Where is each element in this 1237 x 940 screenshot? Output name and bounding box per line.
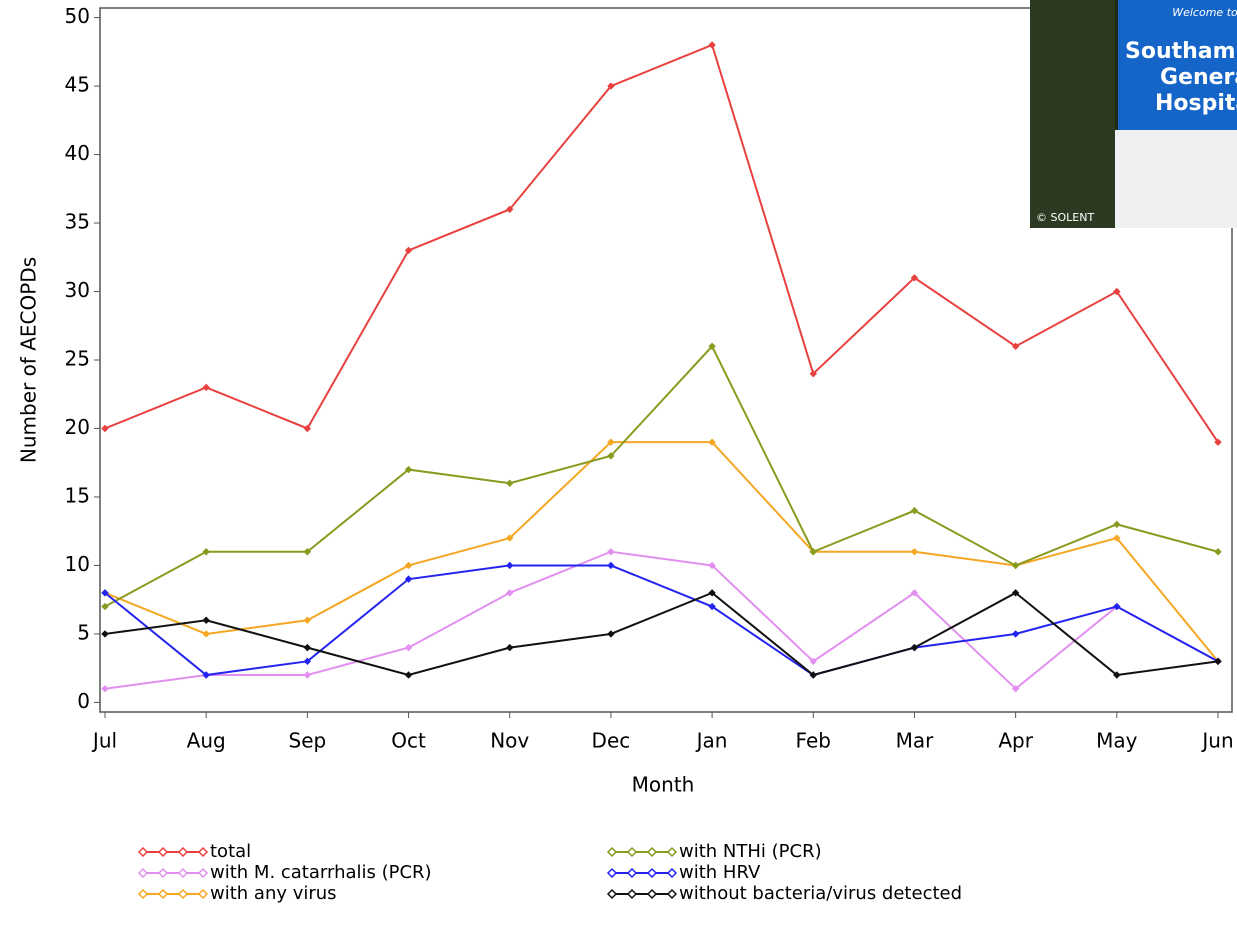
x-tick-label: Aug: [187, 729, 226, 753]
point-marker: [102, 686, 108, 692]
point-marker: [203, 631, 209, 637]
x-tick-label: Jun: [1200, 729, 1233, 753]
legend-marker: [179, 848, 187, 856]
y-tick-label: 40: [65, 141, 90, 165]
x-tick-label: Dec: [592, 729, 631, 753]
legend-marker: [199, 848, 207, 856]
point-marker: [507, 645, 513, 651]
x-tick-label: Oct: [391, 729, 426, 753]
legend-marker: [179, 869, 187, 877]
x-tick-label: Feb: [796, 729, 831, 753]
legend-marker: [159, 890, 167, 898]
point-marker: [203, 384, 209, 390]
x-tick-label: Sep: [289, 729, 327, 753]
point-marker: [102, 425, 108, 431]
y-tick-label: 50: [65, 4, 90, 28]
legend-marker: [648, 869, 656, 877]
y-tick-label: 10: [65, 552, 90, 576]
point-marker: [304, 645, 310, 651]
photo-post: [1115, 130, 1237, 228]
x-tick-label: May: [1096, 729, 1138, 753]
point-marker: [608, 562, 614, 568]
x-tick-label: Jan: [695, 729, 728, 753]
legend-marker: [668, 848, 676, 856]
point-marker: [1013, 631, 1019, 637]
sign-text: Southamp: [1125, 39, 1237, 64]
point-marker: [911, 549, 917, 555]
legend-marker: [179, 890, 187, 898]
photo-foliage: [1030, 0, 1115, 228]
y-tick-label: 45: [65, 73, 90, 97]
legend-label: without bacteria/virus detected: [679, 883, 962, 904]
inset-photo: Welcome to Southamp Genera Hospita © SOL…: [1030, 0, 1237, 228]
point-marker: [203, 617, 209, 623]
point-marker: [709, 42, 715, 48]
legend-marker: [668, 869, 676, 877]
x-tick-label: Nov: [490, 729, 529, 753]
legend-label: with NTHi (PCR): [679, 841, 822, 862]
sign-text: Genera: [1160, 65, 1237, 90]
x-tick-label: Apr: [998, 729, 1033, 753]
legend-marker: [628, 890, 636, 898]
legend-marker: [608, 869, 616, 877]
series-line: [105, 552, 1218, 689]
y-tick-label: 30: [65, 278, 90, 302]
legend-marker: [608, 848, 616, 856]
legend-marker: [648, 890, 656, 898]
y-tick-label: 0: [77, 689, 90, 713]
legend-label: with M. catarrhalis (PCR): [210, 862, 432, 883]
point-marker: [608, 549, 614, 555]
point-marker: [1114, 521, 1120, 527]
legend-marker: [139, 848, 147, 856]
y-axis-title: Number of AECOPDs: [17, 257, 41, 463]
point-marker: [507, 480, 513, 486]
sign-text: Welcome to: [1172, 6, 1237, 19]
legend-label: with any virus: [210, 883, 337, 904]
y-tick-label: 25: [65, 347, 90, 371]
photo-credit: © SOLENT: [1036, 211, 1094, 224]
chart: Number of AECOPDs Month 0 5 10 15 20 25 30 35 40…: [0, 0, 1237, 940]
series-line: [105, 346, 1218, 606]
point-marker: [1215, 549, 1221, 555]
y-tick-label: 35: [65, 210, 90, 234]
y-tick-label: 5: [77, 620, 90, 644]
point-marker: [102, 631, 108, 637]
x-tick-label: Jul: [91, 729, 117, 753]
legend-marker: [628, 869, 636, 877]
y-tick-label: 20: [65, 415, 90, 439]
series-line: [105, 565, 1218, 675]
x-axis-title: Month: [632, 773, 695, 797]
legend-marker: [159, 848, 167, 856]
legend-marker: [668, 890, 676, 898]
point-marker: [304, 672, 310, 678]
legend-label: total: [210, 841, 251, 862]
legend-marker: [648, 848, 656, 856]
point-marker: [608, 631, 614, 637]
sign-text: Hospita: [1155, 91, 1237, 116]
legend-marker: [608, 890, 616, 898]
point-marker: [406, 672, 412, 678]
legend-marker: [199, 869, 207, 877]
series-line: [105, 593, 1218, 675]
legend-marker: [139, 890, 147, 898]
x-tick-label: Mar: [896, 729, 935, 753]
legend-marker: [199, 890, 207, 898]
legend-marker: [628, 848, 636, 856]
legend-marker: [159, 869, 167, 877]
legend-marker: [139, 869, 147, 877]
y-tick-label: 15: [65, 483, 90, 507]
point-marker: [507, 562, 513, 568]
legend-label: with HRV: [679, 862, 761, 883]
